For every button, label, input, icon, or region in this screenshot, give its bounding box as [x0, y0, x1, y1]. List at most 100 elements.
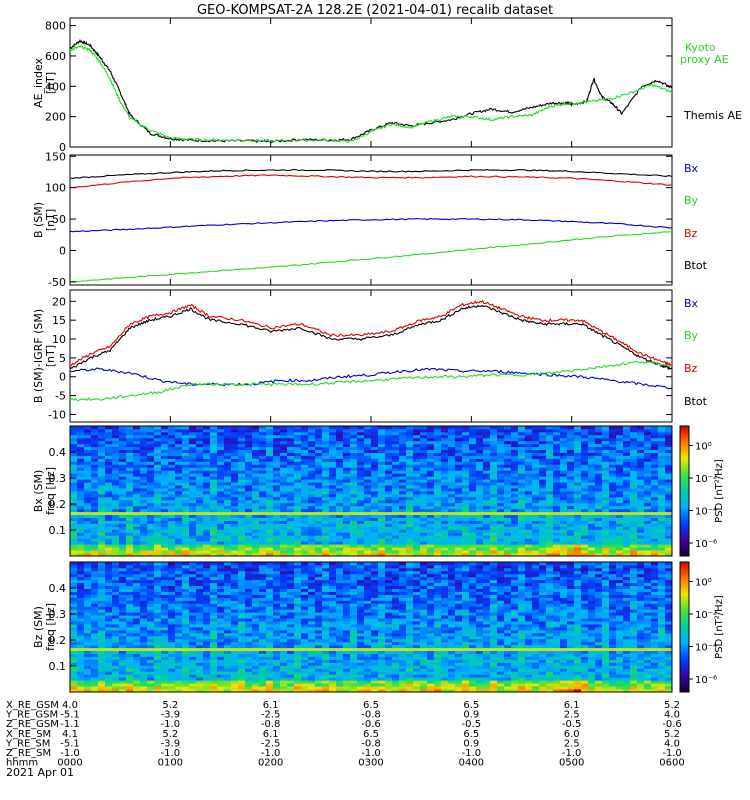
spectrogram-cell — [651, 532, 659, 536]
spectrogram-cell — [91, 632, 99, 637]
spectrogram-cell — [336, 479, 344, 483]
spectrogram-cell — [259, 431, 267, 436]
spectrogram-cell — [441, 511, 449, 516]
spectrogram-cell — [623, 440, 631, 445]
spectrogram-cell — [105, 491, 113, 495]
spectrogram-cell — [224, 538, 232, 542]
spectrogram-cell — [147, 677, 155, 681]
spectrogram-cell — [224, 618, 232, 622]
spectrogram-cell — [84, 502, 92, 507]
spectrogram-cell — [252, 485, 260, 489]
spectrogram-cell — [343, 479, 351, 483]
spectrogram-cell — [413, 508, 421, 513]
spectrogram-cell — [301, 476, 309, 480]
spectrogram-cell — [224, 499, 232, 504]
spectrogram-cell — [252, 532, 260, 536]
spectrogram-cell — [581, 476, 589, 480]
spectrogram-cell — [196, 473, 204, 477]
spectrogram-cell — [651, 541, 659, 545]
spectrogram-cell — [168, 455, 176, 459]
spectrogram-cell — [525, 485, 533, 489]
spectrogram-cell — [196, 517, 204, 521]
spectrogram-cell — [518, 502, 526, 507]
spectrogram-cell — [140, 467, 148, 471]
spectrogram-cell — [490, 440, 498, 445]
spectrogram-cell — [336, 499, 344, 504]
spectrogram-cell — [378, 452, 386, 456]
spectrogram-cell — [616, 502, 624, 507]
spectrogram-cell — [518, 553, 526, 557]
spectrogram-cell — [385, 511, 393, 516]
spectrogram-cell — [154, 461, 162, 465]
spectrogram-cell — [126, 505, 134, 510]
spectrogram-cell — [112, 629, 120, 634]
spectrogram-cell — [217, 677, 225, 681]
ytick-label: 15 — [52, 314, 66, 327]
spectrogram-cell — [322, 514, 330, 518]
spectrogram-cell — [140, 520, 148, 524]
spectrogram-cell — [84, 508, 92, 513]
spectrogram-cell — [630, 485, 638, 489]
spectrogram-cell — [644, 550, 652, 554]
spectrogram-cell — [336, 529, 344, 533]
spectrogram-cell — [476, 455, 484, 459]
spectrogram-cell — [315, 550, 323, 554]
spectrogram-cell — [644, 514, 652, 518]
spectrogram-cell — [469, 449, 477, 453]
spectrogram-cell — [189, 573, 197, 578]
spectrogram-cell — [84, 629, 92, 634]
spectrogram-cell — [560, 508, 568, 513]
spectrogram-cell — [504, 491, 512, 495]
spectrogram-cell — [210, 629, 218, 634]
spectrogram-cell — [623, 544, 631, 548]
spectrogram-cell — [224, 452, 232, 456]
spectrogram-cell — [560, 470, 568, 474]
spectrogram-cell — [119, 491, 127, 495]
spectrogram-cell — [413, 529, 421, 533]
spectrogram-cell — [539, 443, 547, 448]
spectrogram-cell — [168, 520, 176, 524]
spectrogram-cell — [280, 550, 288, 554]
spectrogram-cell — [70, 677, 78, 681]
spectrogram-cell — [203, 452, 211, 456]
spectrogram-cell — [637, 458, 645, 462]
spectrogram-cell — [147, 502, 155, 507]
spectrogram-cell — [448, 428, 456, 433]
spectrogram-cell — [378, 535, 386, 539]
spectrogram-cell — [252, 473, 260, 477]
spectrogram-cell — [532, 532, 540, 536]
spectrogram-cell — [434, 529, 442, 533]
spectrogram-cell — [609, 508, 617, 513]
spectrogram-cell — [364, 452, 372, 456]
spectrogram-cell — [70, 570, 78, 575]
spectrogram-cell — [189, 553, 197, 557]
spectrogram-cell — [462, 482, 470, 486]
spectrogram-cell — [189, 523, 197, 527]
spectrogram-cell — [560, 511, 568, 516]
spectrogram-cell — [588, 550, 596, 554]
spectrogram-cell — [343, 511, 351, 516]
spectrogram-cell — [77, 455, 85, 459]
spectrogram-cell — [84, 517, 92, 521]
spectrogram-cell — [483, 532, 491, 536]
spectrogram-cell — [385, 550, 393, 554]
spectrogram-cell — [420, 449, 428, 453]
spectrogram-cell — [609, 479, 617, 483]
spectrogram-cell — [196, 488, 204, 492]
spectrogram-cell — [196, 680, 204, 684]
spectrogram-cell — [98, 677, 106, 681]
spectrogram-cell — [119, 496, 127, 501]
spectrogram-cell — [378, 538, 386, 542]
spectrogram-cell — [455, 523, 463, 527]
spectrogram-cell — [518, 482, 526, 486]
spectrogram-cell — [441, 428, 449, 433]
spectrogram-cell — [504, 431, 512, 436]
spectrogram-cell — [126, 428, 134, 433]
spectrogram-cell — [70, 564, 78, 569]
spectrogram-cell — [658, 479, 666, 483]
ytick-label: 50 — [52, 213, 66, 226]
spectrogram-cell — [546, 470, 554, 474]
spectrogram-cell — [196, 426, 204, 430]
spectrogram-cell — [364, 473, 372, 477]
spectrogram-cell — [329, 431, 337, 436]
